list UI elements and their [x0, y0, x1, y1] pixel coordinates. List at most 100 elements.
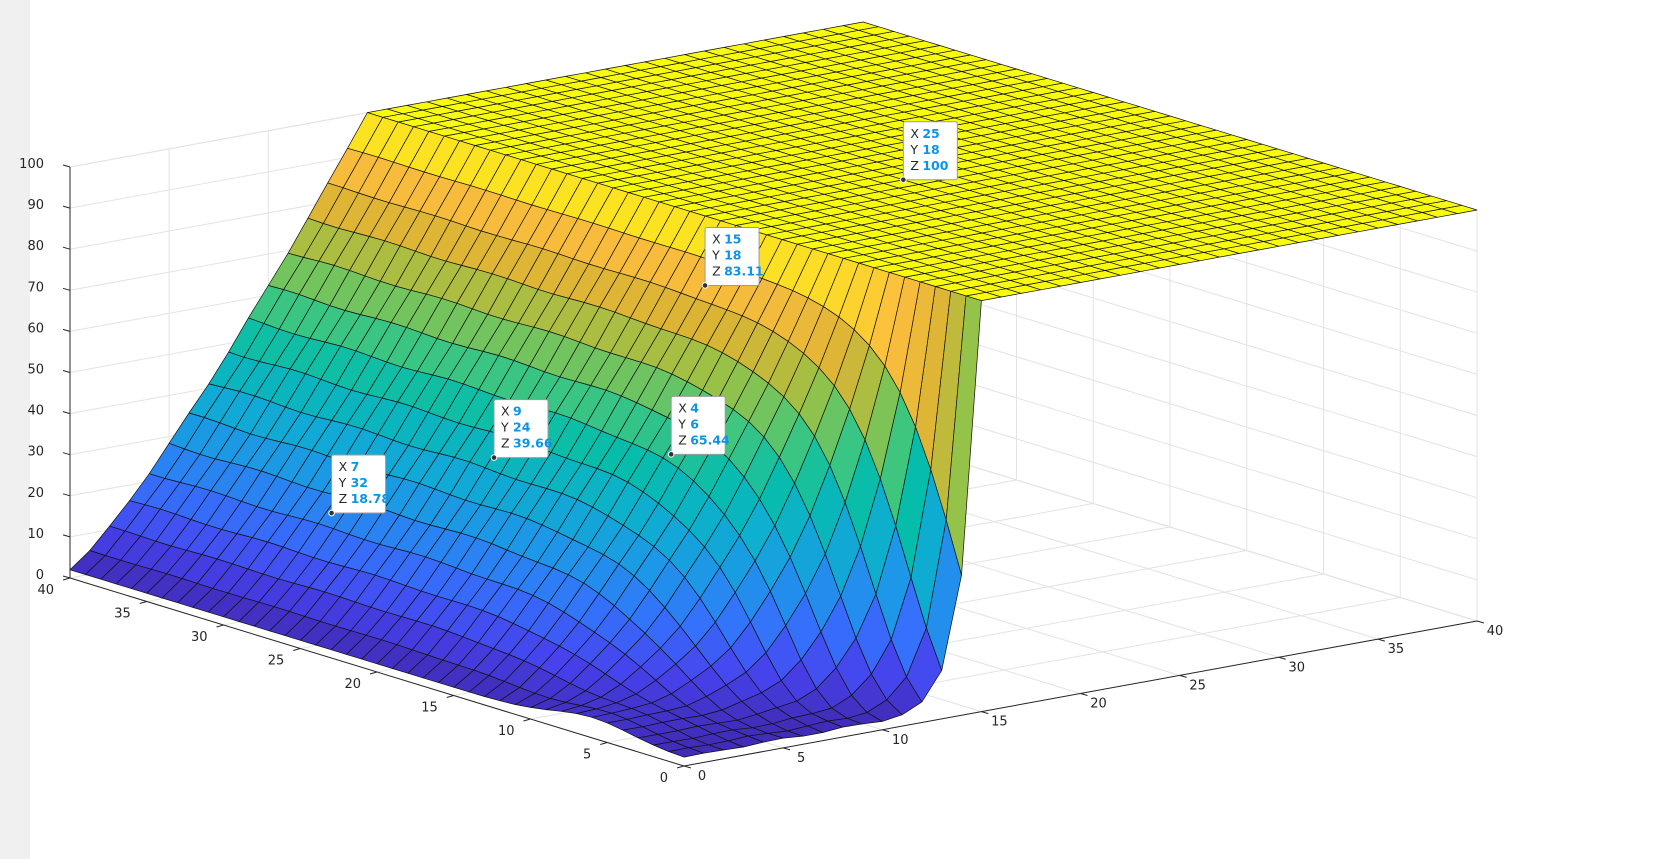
- datatip[interactable]: X 7Y 32Z 18.78: [328, 454, 391, 517]
- z-tick-mark: [62, 411, 71, 415]
- datatip-x-label: X: [339, 459, 348, 474]
- datatip-z-value: 100: [922, 158, 948, 173]
- datatip-z-value: 83.11: [724, 263, 764, 278]
- datatip-y-value: 6: [690, 416, 699, 431]
- x-tick-mark: [683, 765, 692, 769]
- x-tick-label-35: 35: [1388, 642, 1405, 657]
- datatip-y-label: Y: [909, 142, 918, 157]
- y-tick-label-10: 10: [498, 724, 515, 739]
- z-tick-mark: [62, 575, 71, 579]
- datatip-box: [493, 399, 549, 459]
- datatip-z-value: 39.66: [513, 436, 553, 451]
- datatip-z-label: Z: [910, 158, 919, 173]
- datatip-z-label: Z: [339, 491, 348, 506]
- datatip-x-label: X: [910, 126, 919, 141]
- x-tick-mark: [782, 747, 791, 751]
- z-tick-label-40: 40: [27, 404, 44, 419]
- x-tick-mark: [882, 729, 890, 733]
- y-tick-mark: [446, 695, 454, 698]
- y-tick-mark: [523, 718, 531, 722]
- datatip-marker[interactable]: [328, 509, 335, 517]
- datatip-z-label: Z: [501, 436, 510, 451]
- z-tick-mark: [62, 452, 71, 456]
- datatip-x-label: X: [712, 231, 721, 246]
- datatip-z-label: Z: [678, 432, 687, 447]
- y-tick-mark: [600, 742, 608, 745]
- datatip[interactable]: X 25 Y 18Z 100: [900, 121, 958, 184]
- z-tick-label-90: 90: [27, 198, 44, 213]
- x-tick-mark: [1179, 674, 1187, 678]
- axes-ticks: 0510152025303540051015202530354001020304…: [19, 157, 1503, 786]
- x-tick-mark: [981, 711, 989, 715]
- z-tick-label-10: 10: [27, 527, 44, 542]
- surface-mesh[interactable]: [69, 21, 1478, 758]
- datatip-marker[interactable]: [701, 282, 709, 289]
- datatip-y-value: 18: [724, 247, 741, 262]
- y-tick-label-20: 20: [344, 677, 361, 692]
- y-tick-mark: [676, 765, 685, 769]
- z-tick-mark: [62, 534, 71, 538]
- datatip-z-value: 65.44: [690, 432, 730, 447]
- datatip-y-label: Y: [711, 247, 720, 262]
- x-tick-label-10: 10: [892, 733, 909, 748]
- z-tick-mark: [62, 287, 71, 291]
- datatip-x-label: X: [678, 400, 687, 415]
- x-tick-label-30: 30: [1288, 660, 1305, 675]
- datatip[interactable]: X 4Y 6Z 65.44: [667, 395, 730, 458]
- y-tick-mark: [139, 601, 147, 604]
- y-tick-label-5: 5: [583, 748, 591, 763]
- x-tick-label-5: 5: [797, 751, 805, 766]
- y-tick-mark: [216, 624, 224, 628]
- z-tick-label-50: 50: [27, 363, 44, 378]
- datatip-z-label: Z: [712, 263, 721, 278]
- datatip-box: [902, 121, 958, 181]
- datatip-box: [704, 226, 760, 286]
- z-tick-label-20: 20: [27, 486, 44, 501]
- datatip-x-value: 7: [351, 459, 360, 474]
- datatip-y-label: Y: [338, 475, 347, 490]
- datatip-z-value: 18.78: [351, 491, 391, 506]
- datatip-x-value: 9: [513, 404, 522, 419]
- datatip-marker[interactable]: [667, 451, 675, 458]
- z-tick-mark: [62, 164, 71, 168]
- datatip-y-label: Y: [500, 420, 509, 435]
- z-tick-label-70: 70: [27, 280, 44, 295]
- datatip-y-label: Y: [677, 416, 686, 431]
- datatip-x-label: X: [501, 404, 510, 419]
- datatip-marker[interactable]: [490, 454, 498, 461]
- x-tick-label-15: 15: [991, 715, 1008, 730]
- z-tick-label-0: 0: [36, 568, 44, 583]
- y-tick-label-25: 25: [268, 654, 285, 669]
- y-tick-mark: [293, 648, 301, 651]
- x-tick-mark: [1278, 656, 1286, 660]
- datatip-marker[interactable]: [900, 176, 907, 184]
- datatip-y-value: 18: [922, 142, 939, 157]
- datatip-box: [331, 454, 387, 514]
- y-tick-label-15: 15: [421, 701, 438, 716]
- z-tick-label-30: 30: [27, 445, 44, 460]
- z-tick-label-100: 100: [19, 157, 44, 172]
- y-tick-label-40: 40: [37, 583, 54, 598]
- datatip-x-value: 25: [922, 126, 939, 141]
- datatip-x-value: 4: [690, 400, 699, 415]
- y-tick-mark: [62, 577, 71, 581]
- y-tick-label-30: 30: [191, 630, 208, 645]
- datatip[interactable]: X 15 Y 18Z 83.11: [701, 226, 764, 289]
- x-tick-mark: [1080, 693, 1088, 696]
- z-tick-mark: [62, 493, 71, 497]
- x-tick-mark: [1476, 620, 1485, 624]
- z-tick-mark: [62, 328, 71, 332]
- datatip-y-value: 24: [513, 420, 531, 435]
- z-tick-label-80: 80: [27, 239, 44, 254]
- datatip-y-value: 32: [351, 475, 368, 490]
- x-tick-mark: [1377, 638, 1386, 642]
- x-tick-label-25: 25: [1189, 678, 1206, 693]
- x-tick-label-40: 40: [1487, 624, 1504, 639]
- surface-face[interactable]: [69, 550, 106, 575]
- z-tick-mark: [62, 246, 71, 250]
- datatip-box: [670, 395, 726, 455]
- z-tick-label-60: 60: [27, 321, 44, 336]
- datatip[interactable]: X 9Y 24Z 39.66: [490, 399, 553, 461]
